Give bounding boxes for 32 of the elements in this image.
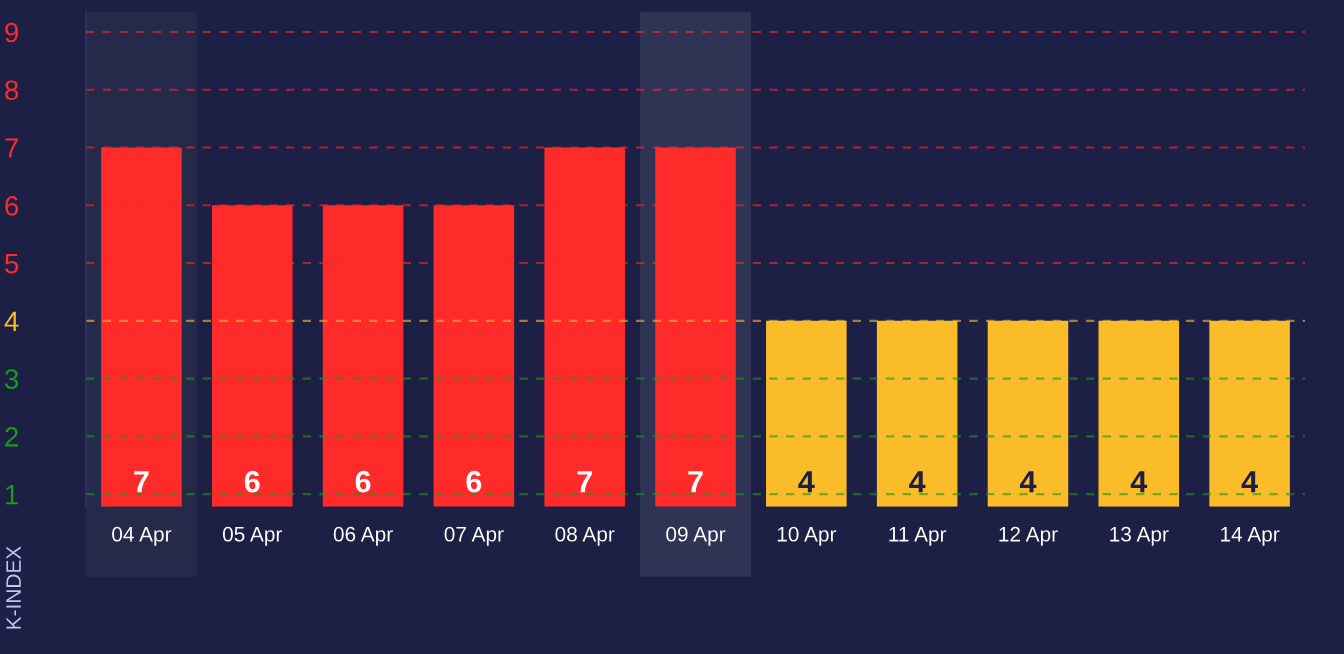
data-label: 4 (909, 471, 926, 493)
y-tick-label: 4 (4, 311, 19, 331)
x-tick-label: 08 Apr (555, 526, 615, 546)
y-axis-title: K-INDEX (6, 546, 21, 629)
y-tick-label: 7 (5, 138, 18, 158)
x-tick-label: 09 Apr (666, 526, 726, 546)
data-label: 7 (688, 471, 703, 493)
data-label: 4 (1019, 471, 1037, 493)
x-tick-label: 13 Apr (1110, 526, 1169, 546)
x-tick-label: 05 Apr (222, 526, 283, 546)
x-tick-label: 14 Apr (1221, 527, 1280, 546)
data-label: 6 (466, 470, 482, 493)
data-label: 7 (577, 471, 592, 493)
x-tick-label: 11 Apr (889, 527, 947, 546)
y-tick-label: 2 (5, 427, 18, 447)
data-label: 7 (134, 471, 149, 493)
x-tick-label: 06 Apr (333, 526, 393, 546)
data-label: 4 (1241, 471, 1258, 493)
y-tick-label: 5 (5, 254, 19, 274)
y-tick-label: 3 (4, 369, 19, 389)
x-tick-label: 07 Apr (444, 526, 504, 546)
x-tick-label: 12 Apr (999, 526, 1058, 546)
x-tick-label: 10 Apr (777, 526, 837, 546)
y-tick-label: 9 (5, 22, 19, 43)
data-label: 4 (798, 471, 815, 493)
y-tick-label: 8 (5, 80, 19, 101)
data-label: 6 (244, 470, 260, 493)
y-tick-label: 6 (5, 195, 19, 216)
data-label: 6 (355, 470, 371, 493)
x-tick-label: 04 Apr (112, 526, 172, 546)
data-label: 4 (1130, 471, 1148, 493)
y-tick-label: 1 (6, 485, 18, 505)
